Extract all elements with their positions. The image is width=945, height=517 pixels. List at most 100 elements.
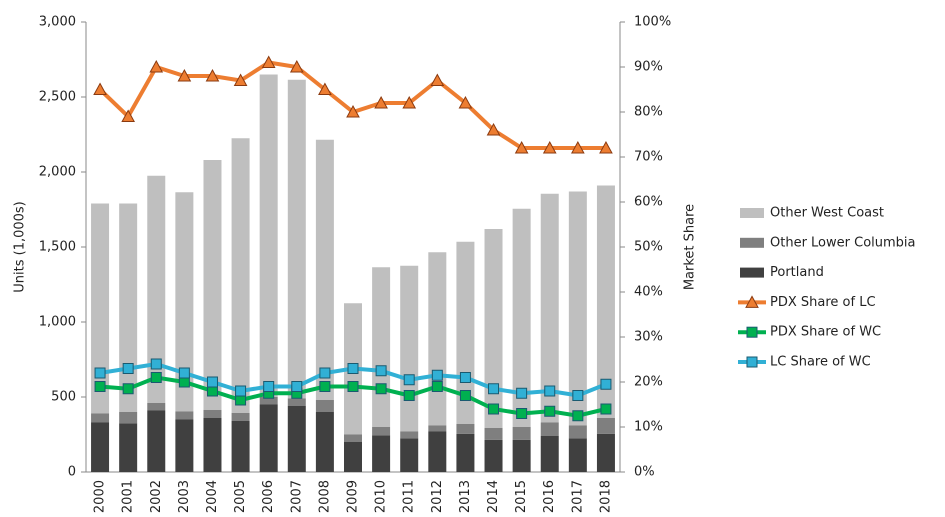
line-marker: [514, 140, 529, 154]
x-tick-label: 2006: [261, 480, 276, 513]
y2-axis-title: Market Share: [683, 204, 698, 290]
bar-segment: [540, 193, 559, 423]
line-marker: [178, 367, 190, 379]
x-tick-label: 2002: [149, 480, 164, 513]
y2-tick-label: 30%: [634, 330, 663, 345]
line-marker: [206, 376, 218, 388]
x-tick-label: 2016: [542, 480, 557, 513]
line-marker: [570, 140, 585, 154]
y2-tick-label: 90%: [634, 60, 663, 75]
y-tick-label: 2,000: [39, 165, 76, 180]
line-marker: [122, 363, 134, 374]
line-marker: [93, 82, 107, 95]
bar-segment: [175, 419, 194, 472]
bar-segment: [259, 397, 278, 405]
bar-segment: [91, 203, 110, 414]
line-marker: [319, 381, 331, 392]
bar-segment: [175, 192, 194, 412]
bar-segment: [259, 74, 278, 397]
y2-tick-label: 60%: [634, 195, 663, 210]
bar-segment: [147, 403, 166, 411]
bar-segment: [231, 412, 250, 421]
x-tick-label: 2004: [205, 480, 220, 513]
bar-segment: [400, 431, 419, 439]
legend-swatch: [740, 237, 764, 248]
line-marker: [459, 390, 471, 401]
line-marker: [600, 403, 612, 415]
bar-segment: [119, 423, 138, 472]
legend-label: Other West Coast: [770, 206, 884, 221]
bar-segment: [596, 418, 615, 434]
bar-segment: [400, 438, 419, 472]
line-marker: [233, 73, 248, 86]
line-marker: [261, 55, 276, 68]
line-marker: [319, 367, 331, 379]
line-marker: [458, 95, 473, 109]
line-marker: [542, 140, 557, 154]
y-tick-label: 1,000: [39, 315, 76, 330]
line-marker: [289, 59, 304, 73]
bar-segment: [315, 139, 334, 400]
x-tick-label: 2003: [177, 480, 192, 513]
y-tick-label: 0: [68, 465, 76, 480]
bar-segment: [287, 79, 306, 399]
bar-segment: [315, 400, 334, 412]
bar-segment: [203, 409, 222, 418]
bar-segment: [344, 442, 362, 472]
x-tick-label: 2007: [289, 480, 304, 513]
bar-segment: [119, 412, 138, 424]
line-marker: [403, 390, 415, 401]
y2-tick-label: 80%: [634, 105, 663, 120]
line-marker: [488, 383, 500, 395]
y2-tick-label: 10%: [634, 420, 663, 435]
line-marker: [121, 109, 136, 122]
y2-tick-label: 40%: [634, 285, 663, 300]
line-marker: [572, 390, 584, 401]
y2-tick-label: 20%: [634, 375, 663, 390]
bar-segment: [568, 191, 587, 426]
legend-marker: [746, 356, 758, 368]
line-marker: [544, 385, 556, 397]
line-marker: [403, 374, 415, 386]
line-marker: [431, 381, 443, 392]
x-tick-label: 2005: [233, 480, 248, 513]
bar-segment: [484, 427, 503, 440]
bar-segment: [400, 265, 419, 432]
bar-segment: [456, 433, 475, 472]
bar-segment: [147, 410, 166, 472]
bar-segment: [428, 252, 447, 426]
x-tick-label: 2001: [121, 480, 136, 513]
line-marker: [374, 95, 388, 109]
y2-tick-label: 100%: [634, 15, 671, 30]
legend-swatch: [740, 267, 764, 278]
x-tick-label: 2014: [486, 480, 501, 513]
legend-marker: [745, 295, 759, 308]
bar-segment: [456, 424, 475, 434]
line-marker: [150, 372, 162, 383]
bar-segment: [512, 427, 531, 440]
legend-swatch: [740, 208, 764, 218]
bar-segment: [91, 422, 110, 472]
bar-segment: [512, 439, 531, 472]
y2-tick-label: 0%: [634, 465, 655, 480]
line-marker: [235, 385, 247, 397]
bar-segment: [372, 435, 391, 472]
legend-label: Portland: [770, 265, 824, 280]
bar-segment: [147, 175, 166, 403]
bar-segment: [540, 422, 559, 436]
legend-label: PDX Share of LC: [770, 295, 876, 310]
line-marker: [94, 367, 106, 379]
y-tick-label: 1,500: [39, 240, 76, 255]
line-marker: [347, 363, 359, 374]
bar-segment: [568, 425, 587, 439]
y-axis-title: Units (1,000s): [13, 201, 28, 293]
line-marker: [346, 104, 360, 118]
x-tick-label: 2017: [570, 480, 585, 513]
y2-tick-label: 50%: [634, 240, 663, 255]
line-marker: [431, 369, 443, 381]
line-marker: [516, 408, 528, 419]
bar-segment: [119, 203, 138, 412]
line-marker: [375, 365, 387, 377]
line-marker: [375, 383, 387, 395]
